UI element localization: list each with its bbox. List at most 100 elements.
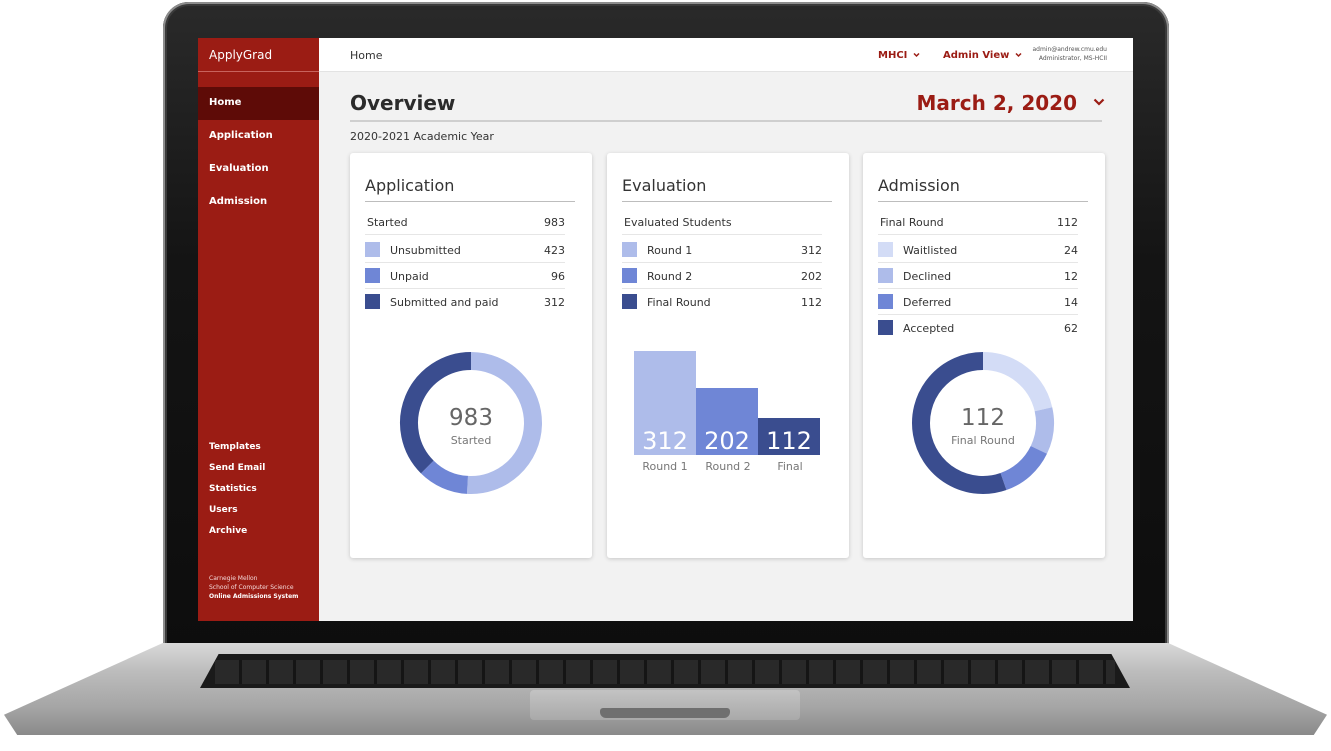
- sidebar-item-statistics[interactable]: Statistics: [209, 484, 257, 494]
- sidebar-item-admission[interactable]: Admission: [209, 196, 268, 207]
- sidebar-item-send-email[interactable]: Send Email: [209, 463, 266, 473]
- row-value: 14: [1064, 296, 1078, 309]
- list-item: Evaluated Students: [622, 209, 822, 235]
- row-label: Final Round: [880, 216, 944, 229]
- legend-swatch: [622, 294, 637, 309]
- donut-slice: [420, 460, 469, 494]
- application-donut-chart: [400, 352, 542, 494]
- admission-donut-chart: [912, 352, 1054, 494]
- legend-swatch: [878, 242, 893, 257]
- list-item: Unpaid 96: [365, 263, 565, 289]
- row-label: Final Round: [647, 296, 711, 309]
- user-role: Administrator, MS-HCII: [1038, 55, 1107, 62]
- program-dropdown[interactable]: MHCI: [878, 50, 920, 61]
- legend-swatch: [365, 294, 380, 309]
- row-label: Submitted and paid: [390, 296, 499, 309]
- list-item: Waitlisted 24: [878, 237, 1078, 263]
- keyboard: [215, 660, 1115, 684]
- user-email: admin@andrew.cmu.edu: [1032, 46, 1107, 53]
- breadcrumb[interactable]: Home: [350, 49, 383, 62]
- app-brand[interactable]: ApplyGrad: [198, 38, 319, 72]
- row-value: 112: [801, 296, 822, 309]
- donut-slice: [1030, 407, 1054, 454]
- bar-category-label: Round 2: [705, 460, 751, 473]
- chevron-down-icon: [1015, 52, 1022, 58]
- row-label: Deferred: [903, 296, 952, 309]
- sidebar-item-templates[interactable]: Templates: [209, 442, 261, 452]
- row-value: 312: [801, 244, 822, 257]
- screen: ApplyGrad Home Application Evaluation Ad…: [198, 38, 1133, 621]
- legend-swatch: [622, 242, 637, 257]
- lid-notch: [600, 708, 730, 718]
- donut-center-label: Final Round: [951, 434, 1015, 447]
- sidebar-item-home[interactable]: Home: [198, 87, 319, 120]
- row-label: Declined: [903, 270, 952, 283]
- legend-swatch: [365, 242, 380, 257]
- sidebar-item-application[interactable]: Application: [209, 130, 273, 141]
- bar-category-label: Final: [777, 460, 803, 473]
- list-item: Unsubmitted 423: [365, 237, 565, 263]
- legend-swatch: [878, 294, 893, 309]
- top-bar: Home MHCI Admin View admin@andrew.cmu.ed…: [319, 38, 1133, 72]
- chevron-down-icon: [913, 52, 920, 58]
- legend-swatch: [878, 320, 893, 335]
- card-title: Admission: [878, 176, 960, 195]
- view-dropdown[interactable]: Admin View: [943, 50, 1022, 61]
- title-divider: [350, 120, 1102, 122]
- footer-line-system: Online Admissions System: [209, 593, 299, 600]
- card-title: Evaluation: [622, 176, 707, 195]
- row-label: Round 1: [647, 244, 693, 257]
- row-value: 312: [544, 296, 565, 309]
- list-item: Deferred 14: [878, 289, 1078, 315]
- list-item: Round 1 312: [622, 237, 822, 263]
- bar-value-label: 112: [766, 427, 812, 455]
- donut-slice: [982, 352, 1053, 412]
- sidebar-item-archive[interactable]: Archive: [209, 526, 248, 536]
- row-value: 983: [544, 216, 565, 229]
- chevron-down-icon[interactable]: [1093, 96, 1105, 108]
- legend-swatch: [878, 268, 893, 283]
- card-divider: [622, 201, 832, 202]
- legend-swatch: [365, 268, 380, 283]
- donut-slice: [400, 352, 472, 474]
- list-item: Declined 12: [878, 263, 1078, 289]
- row-value: 96: [551, 270, 565, 283]
- sidebar-nav: Home Application Evaluation Admission: [198, 87, 319, 219]
- row-label: Unpaid: [390, 270, 429, 283]
- academic-year: 2020-2021 Academic Year: [350, 130, 494, 143]
- date-selector[interactable]: March 2, 2020: [916, 91, 1077, 115]
- sidebar-footer: Carnegie Mellon School of Computer Scien…: [209, 574, 298, 601]
- sidebar-item-users[interactable]: Users: [209, 505, 238, 515]
- bar-final: 112: [758, 418, 820, 455]
- view-dropdown-label: Admin View: [943, 50, 1010, 61]
- donut-center-value: 983: [449, 405, 493, 431]
- row-label: Waitlisted: [903, 244, 958, 257]
- row-value: 423: [544, 244, 565, 257]
- evaluation-card: Evaluation Evaluated Students Round 1 31…: [607, 153, 849, 558]
- row-label: Unsubmitted: [390, 244, 461, 257]
- card-title: Application: [365, 176, 455, 195]
- sidebar-item-evaluation[interactable]: Evaluation: [209, 163, 269, 174]
- row-label: Started: [367, 216, 408, 229]
- row-value: 202: [801, 270, 822, 283]
- bar-value-label: 202: [704, 427, 750, 455]
- card-divider: [365, 201, 575, 202]
- evaluation-bar-chart: 312 202 112: [634, 351, 822, 455]
- list-item: Final Round 112: [878, 209, 1078, 235]
- row-value: 12: [1064, 270, 1078, 283]
- bar-category-label: Round 1: [642, 460, 688, 473]
- page-title: Overview: [350, 91, 456, 115]
- list-item: Accepted 62: [878, 315, 1078, 341]
- sidebar: ApplyGrad Home Application Evaluation Ad…: [198, 38, 319, 621]
- sidebar-tools: Templates Send Email Statistics Users Ar…: [209, 442, 265, 547]
- card-divider: [878, 201, 1088, 202]
- footer-line-school: School of Computer Science: [209, 584, 294, 591]
- user-menu[interactable]: admin@andrew.cmu.edu Administrator, MS-H…: [1032, 45, 1107, 63]
- row-label: Evaluated Students: [624, 216, 732, 229]
- list-item: Final Round 112: [622, 289, 822, 315]
- bar-round-1: 312: [634, 351, 696, 455]
- donut-center-value: 112: [961, 405, 1005, 431]
- admission-card: Admission Final Round 112 Waitlisted 24 …: [863, 153, 1105, 558]
- list-item: Started 983: [365, 209, 565, 235]
- row-label: Accepted: [903, 322, 955, 335]
